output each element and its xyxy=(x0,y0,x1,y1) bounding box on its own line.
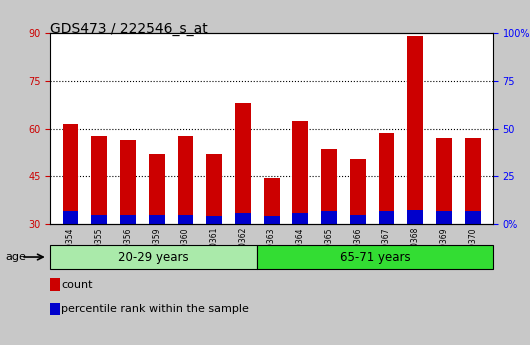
Bar xyxy=(293,213,308,224)
Bar xyxy=(63,124,78,224)
Bar xyxy=(50,245,257,269)
Bar xyxy=(206,216,222,224)
Bar xyxy=(378,211,394,224)
Bar xyxy=(465,138,481,224)
Bar xyxy=(91,137,107,224)
Bar xyxy=(264,178,279,224)
Bar xyxy=(350,159,366,224)
Bar xyxy=(235,213,251,224)
Bar xyxy=(436,138,452,224)
Bar xyxy=(293,120,308,224)
Bar xyxy=(465,211,481,224)
Bar xyxy=(257,245,493,269)
Bar xyxy=(321,149,337,224)
Text: 20-29 years: 20-29 years xyxy=(118,250,189,264)
Bar xyxy=(178,215,193,224)
Bar xyxy=(120,215,136,224)
Text: GDS473 / 222546_s_at: GDS473 / 222546_s_at xyxy=(50,22,208,37)
Bar xyxy=(178,137,193,224)
Bar xyxy=(350,215,366,224)
Bar xyxy=(206,154,222,224)
Text: age: age xyxy=(5,252,26,262)
Bar xyxy=(235,103,251,224)
Bar xyxy=(321,211,337,224)
Text: count: count xyxy=(61,280,92,289)
Bar xyxy=(63,211,78,224)
Bar xyxy=(408,36,423,224)
Text: percentile rank within the sample: percentile rank within the sample xyxy=(61,304,249,314)
Bar xyxy=(436,211,452,224)
Bar xyxy=(149,215,165,224)
Bar xyxy=(264,216,279,224)
Bar xyxy=(91,215,107,224)
Bar xyxy=(378,133,394,224)
Bar xyxy=(149,154,165,224)
Bar xyxy=(120,140,136,224)
Bar xyxy=(408,210,423,224)
Text: 65-71 years: 65-71 years xyxy=(340,250,410,264)
